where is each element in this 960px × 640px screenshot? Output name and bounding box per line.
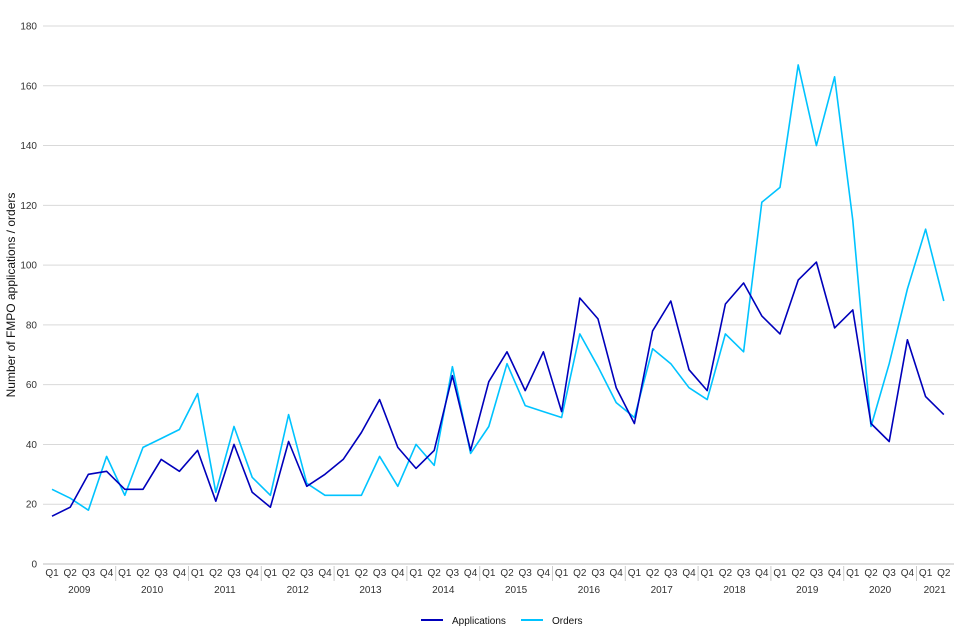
series-line-applications (51, 261, 945, 517)
x-tick-label: Q4 (755, 568, 769, 579)
x-tick-label: Q1 (191, 568, 205, 579)
x-year-label: 2016 (578, 585, 601, 596)
x-tick-label: Q4 (682, 568, 696, 579)
x-tick-label: Q2 (573, 568, 587, 579)
series-line-orders (51, 64, 945, 512)
x-tick-label: Q1 (482, 568, 496, 579)
x-tick-label: Q3 (519, 568, 533, 579)
x-tick-label: Q4 (100, 568, 114, 579)
x-tick-label: Q3 (227, 568, 241, 579)
y-tick-label: 120 (20, 201, 37, 212)
x-year-label: 2017 (651, 585, 674, 596)
x-year-label: 2011 (214, 585, 236, 596)
x-tick-label: Q2 (864, 568, 878, 579)
x-tick-label: Q4 (464, 568, 478, 579)
x-tick-label: Q2 (792, 568, 806, 579)
legend-label-orders: Orders (552, 616, 583, 627)
x-tick-label: Q1 (919, 568, 933, 579)
x-year-label: 2014 (432, 585, 455, 596)
y-tick-label: 0 (31, 560, 37, 571)
x-tick-label: Q2 (428, 568, 442, 579)
x-tick-label: Q1 (118, 568, 132, 579)
y-tick-label: 60 (26, 380, 38, 391)
series-lines (51, 64, 945, 517)
x-tick-label: Q4 (318, 568, 332, 579)
x-tick-label: Q3 (155, 568, 169, 579)
x-tick-label: Q1 (337, 568, 351, 579)
grid-lines (43, 25, 954, 565)
x-year-label: 2010 (141, 585, 164, 596)
x-tick-label: Q4 (828, 568, 842, 579)
y-axis-title: Number of FMPO applications / orders (4, 193, 18, 398)
x-year-label: 2012 (287, 585, 310, 596)
x-year-label: 2020 (869, 585, 892, 596)
x-tick-label: Q1 (45, 568, 59, 579)
x-tick-label: Q2 (500, 568, 514, 579)
x-tick-label: Q3 (82, 568, 96, 579)
x-tick-label: Q1 (773, 568, 787, 579)
y-tick-label: 100 (20, 261, 37, 272)
x-tick-label: Q2 (282, 568, 296, 579)
x-tick-label: Q3 (737, 568, 751, 579)
x-year-label: 2009 (68, 585, 91, 596)
y-tick-label: 140 (20, 141, 37, 152)
x-tick-label: Q1 (846, 568, 860, 579)
x-year-label: 2015 (505, 585, 528, 596)
legend-label-applications: Applications (452, 616, 506, 627)
x-tick-label: Q2 (209, 568, 223, 579)
x-tick-label: Q3 (883, 568, 897, 579)
x-axis: Q1 Q2 Q3 Q4 Q1 Q2 Q3 Q4 Q1 Q2 Q3 Q4 Q1 Q2 Q3 Q4 Q1 Q2 Q3 Q4… (45, 566, 951, 596)
x-tick-label: Q4 (610, 568, 624, 579)
y-tick-label: 160 (20, 81, 37, 92)
x-tick-label: Q4 (173, 568, 187, 579)
x-year-label: 2019 (796, 585, 819, 596)
x-tick-label: Q3 (591, 568, 605, 579)
x-tick-label: Q1 (701, 568, 715, 579)
y-tick-label: 180 (20, 22, 37, 33)
x-year-label: 2021 (924, 585, 947, 596)
y-tick-label: 20 (26, 500, 38, 511)
x-tick-label: Q3 (373, 568, 387, 579)
x-tick-label: Q4 (901, 568, 915, 579)
x-tick-label: Q2 (719, 568, 733, 579)
x-tick-label: Q1 (628, 568, 642, 579)
x-tick-label: Q3 (300, 568, 314, 579)
y-tick-label: 40 (26, 440, 38, 451)
x-tick-label: Q3 (446, 568, 460, 579)
legend: Applications Orders (421, 616, 583, 627)
x-tick-label: Q4 (391, 568, 405, 579)
x-tick-label: Q1 (409, 568, 423, 579)
x-year-label: 2013 (359, 585, 382, 596)
x-tick-label: Q2 (937, 568, 951, 579)
x-tick-label: Q2 (355, 568, 369, 579)
x-tick-label: Q3 (664, 568, 678, 579)
y-axis: 0 20 40 60 80 100 120 140 160 180 (20, 22, 37, 571)
x-year-label: 2018 (723, 585, 746, 596)
x-tick-label: Q1 (555, 568, 569, 579)
x-tick-label: Q2 (646, 568, 660, 579)
y-tick-label: 80 (26, 320, 38, 331)
x-tick-label: Q2 (64, 568, 78, 579)
x-tick-label: Q4 (246, 568, 260, 579)
x-tick-label: Q3 (810, 568, 824, 579)
x-tick-label: Q2 (136, 568, 150, 579)
x-tick-label: Q4 (537, 568, 551, 579)
x-tick-label: Q1 (264, 568, 278, 579)
